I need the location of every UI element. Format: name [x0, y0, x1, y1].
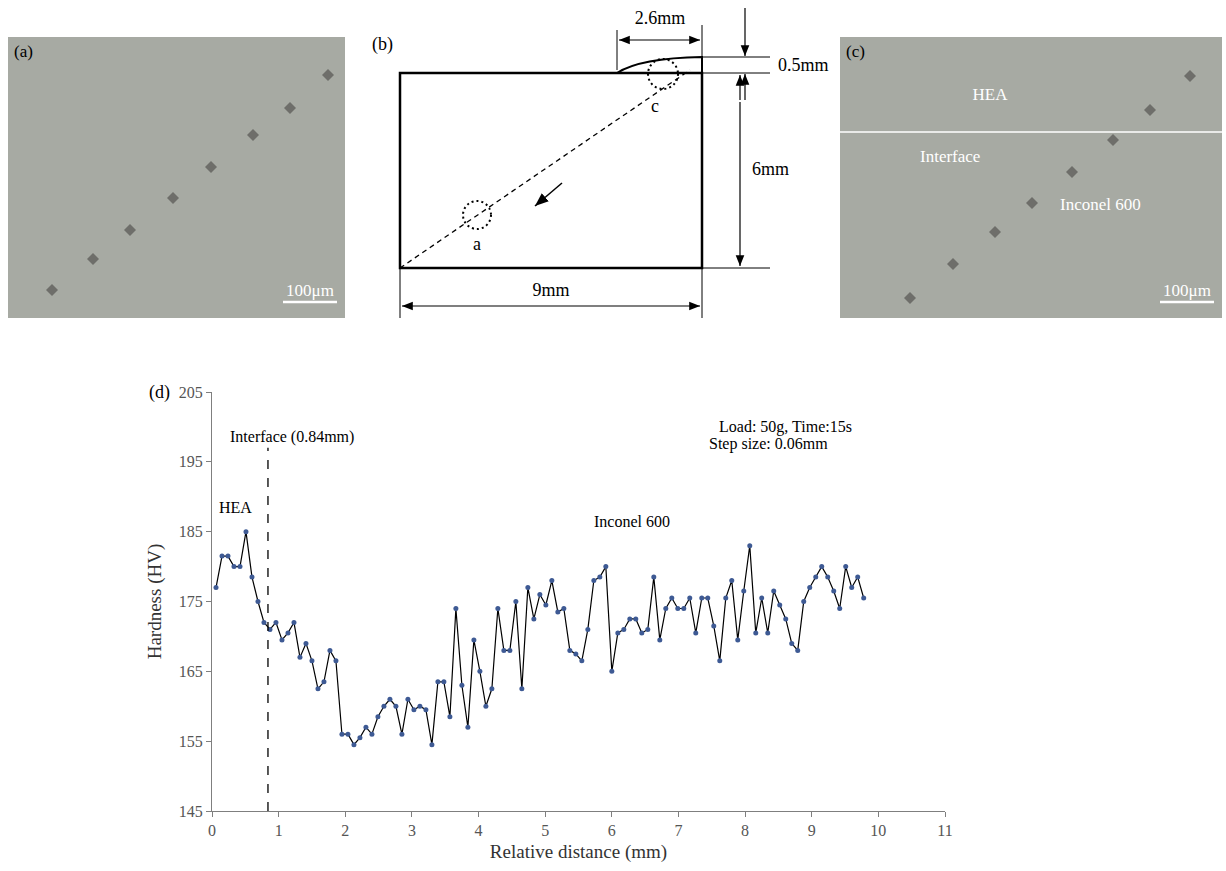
svg-text:Load: 50g, Time:15s: Load: 50g, Time:15s: [719, 418, 852, 436]
svg-text:a: a: [473, 234, 481, 254]
svg-text:9mm: 9mm: [532, 280, 569, 300]
svg-text:195: 195: [179, 453, 203, 470]
svg-text:(b): (b): [372, 34, 393, 55]
svg-text:HEA: HEA: [219, 499, 252, 516]
svg-text:11: 11: [937, 822, 952, 839]
svg-text:100μm: 100μm: [1163, 281, 1211, 300]
svg-text:100μm: 100μm: [286, 281, 334, 300]
svg-text:Relative distance (mm): Relative distance (mm): [490, 841, 667, 863]
svg-text:2.6mm: 2.6mm: [635, 8, 686, 28]
svg-text:Hardness (HV): Hardness (HV): [144, 544, 166, 660]
svg-text:10: 10: [870, 822, 886, 839]
svg-text:6mm: 6mm: [752, 159, 789, 179]
svg-text:Inconel 600: Inconel 600: [594, 513, 670, 530]
svg-text:3: 3: [408, 822, 416, 839]
svg-text:7: 7: [674, 822, 682, 839]
svg-text:1: 1: [275, 822, 283, 839]
svg-text:205: 205: [179, 384, 203, 401]
svg-text:5: 5: [541, 822, 549, 839]
svg-text:HEA: HEA: [973, 85, 1009, 104]
svg-text:(d): (d): [149, 382, 170, 403]
svg-text:185: 185: [179, 523, 203, 540]
svg-text:Step size: 0.06mm: Step size: 0.06mm: [709, 435, 828, 453]
svg-text:c: c: [651, 96, 659, 116]
svg-text:4: 4: [475, 822, 483, 839]
svg-text:(c): (c): [846, 42, 865, 61]
svg-text:Inconel 600: Inconel 600: [1060, 195, 1141, 214]
svg-text:155: 155: [179, 733, 203, 750]
svg-text:0.5mm: 0.5mm: [778, 55, 829, 75]
svg-text:(a): (a): [14, 42, 33, 61]
svg-text:Interface (0.84mm): Interface (0.84mm): [230, 428, 354, 446]
svg-text:165: 165: [179, 663, 203, 680]
svg-text:175: 175: [179, 593, 203, 610]
svg-text:2: 2: [341, 822, 349, 839]
svg-text:Interface: Interface: [920, 147, 980, 166]
svg-text:145: 145: [179, 803, 203, 820]
svg-text:6: 6: [608, 822, 616, 839]
svg-text:8: 8: [741, 822, 749, 839]
svg-text:9: 9: [808, 822, 816, 839]
svg-text:0: 0: [208, 822, 216, 839]
